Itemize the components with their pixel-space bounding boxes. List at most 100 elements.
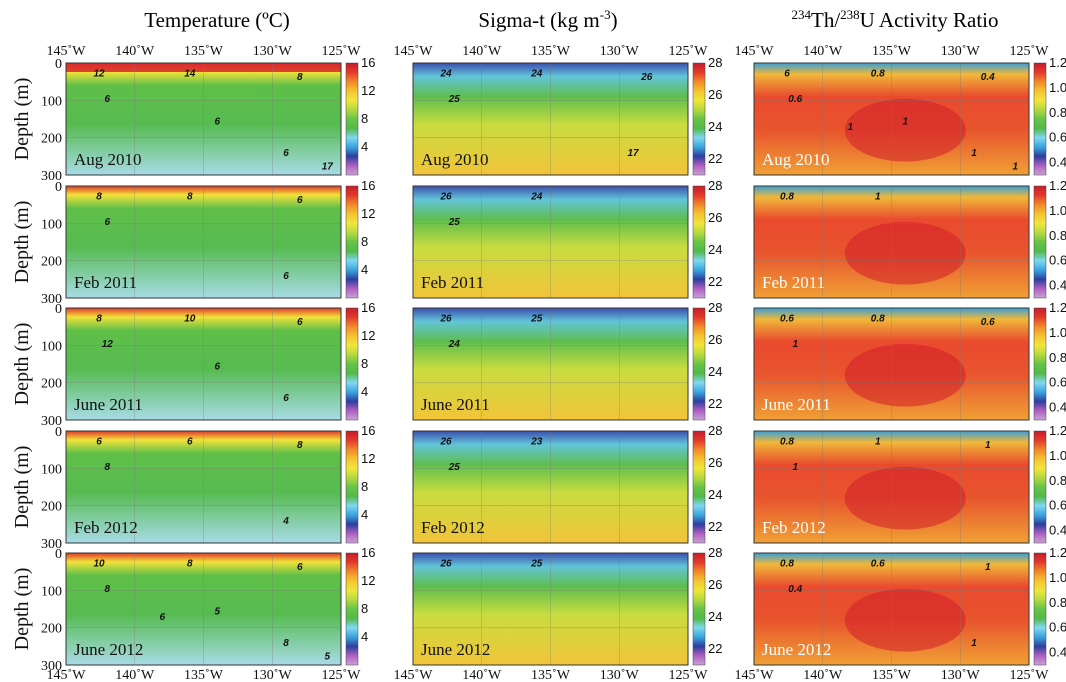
contour-label: 25 bbox=[530, 313, 543, 324]
colorbar-tick: 1.0 bbox=[1049, 203, 1066, 218]
contour-label: 0.6 bbox=[871, 558, 885, 569]
colorbar-tick: 16 bbox=[361, 423, 375, 438]
x-tick-bottom: 125˚W bbox=[322, 668, 362, 682]
colorbar-tick: 0.6 bbox=[1049, 620, 1066, 635]
date-label: Aug 2010 bbox=[74, 150, 142, 169]
contour-label: 12 bbox=[93, 68, 105, 79]
depth-axis-label: Depth (m) bbox=[11, 201, 33, 284]
x-tick-top: 125˚W bbox=[1010, 44, 1050, 59]
contour-label: 6 bbox=[187, 436, 193, 447]
panel-frame bbox=[65, 185, 342, 299]
core-blob bbox=[844, 343, 966, 407]
x-tick-top: 135˚W bbox=[184, 44, 224, 59]
panel-sigma-3: 26 23 25 Feb 2012 22 24 26 28 bbox=[412, 423, 722, 544]
contour-label: 17 bbox=[322, 161, 334, 172]
x-tick-bottom: 145˚W bbox=[735, 668, 775, 682]
y-tick: 100 bbox=[41, 339, 62, 354]
contour-label: 8 bbox=[104, 462, 110, 473]
colorbar-tick: 0.6 bbox=[1049, 253, 1066, 268]
colorbar-tick: 12 bbox=[361, 451, 375, 466]
colorbar-tick: 4 bbox=[361, 507, 368, 522]
colorbar-tick: 22 bbox=[708, 396, 722, 411]
depth-axis-label: Depth (m) bbox=[11, 323, 33, 406]
colorbar-tick: 22 bbox=[708, 274, 722, 289]
colorbar-tick: 0.6 bbox=[1049, 498, 1066, 513]
contour-label: 26 bbox=[439, 558, 452, 569]
x-tick-top: 125˚W bbox=[669, 44, 709, 59]
date-label: June 2012 bbox=[421, 640, 490, 659]
contour-label: 6 bbox=[283, 393, 289, 404]
colorbar bbox=[1033, 62, 1047, 176]
colorbar bbox=[345, 430, 359, 544]
panel-grid: 145˚W 140˚W 135˚W 130˚W 125˚W 145˚W 140˚W 135˚W… bbox=[11, 44, 1066, 682]
date-label: June 2011 bbox=[421, 395, 490, 414]
contour-label: 1 bbox=[971, 638, 977, 649]
colorbar bbox=[1033, 185, 1047, 299]
panel-frame bbox=[65, 62, 342, 176]
colorbar-tick: 0.6 bbox=[1049, 375, 1066, 390]
contour-label: 1 bbox=[847, 122, 853, 133]
colorbar bbox=[692, 307, 706, 421]
panel-temp-0: 12 14 6 8 6 6 17 Aug 2010 4 8 12 16 0 100 200 300 Depth … bbox=[11, 55, 375, 184]
depth-axis-label: Depth (m) bbox=[11, 78, 33, 161]
contour-label: 1 bbox=[985, 562, 991, 573]
x-tick-bottom: 125˚W bbox=[1010, 668, 1050, 682]
colorbar bbox=[1033, 307, 1047, 421]
colorbar-tick: 28 bbox=[708, 55, 722, 70]
contour-label: 0.6 bbox=[780, 313, 794, 324]
colorbar bbox=[345, 185, 359, 299]
contour-label: 24 bbox=[530, 68, 543, 79]
contour-label: 6 bbox=[784, 68, 790, 79]
contour-label: 5 bbox=[324, 651, 330, 662]
y-tick: 0 bbox=[55, 302, 62, 317]
colorbar-tick: 22 bbox=[708, 519, 722, 534]
colorbar-tick: 8 bbox=[361, 479, 368, 494]
colorbar-tick: 24 bbox=[708, 364, 722, 379]
colorbar bbox=[692, 185, 706, 299]
y-tick: 100 bbox=[41, 217, 62, 232]
colorbar-tick: 8 bbox=[361, 601, 368, 616]
contour-label: 8 bbox=[283, 638, 289, 649]
x-tick-bottom: 135˚W bbox=[531, 668, 571, 682]
x-tick-top: 130˚W bbox=[941, 44, 981, 59]
y-tick: 200 bbox=[41, 255, 62, 270]
colorbar-tick: 28 bbox=[708, 423, 722, 438]
panel-sigma-4: 26 25 June 2012 22 24 26 28 bbox=[412, 545, 722, 666]
contour-label: 1 bbox=[875, 436, 881, 447]
colorbar-tick: 0.4 bbox=[1049, 645, 1066, 660]
contour-label: 1 bbox=[985, 440, 991, 451]
contour-label: 8 bbox=[96, 191, 102, 202]
y-tick: 300 bbox=[41, 537, 62, 552]
colorbar-tick: 1.2 bbox=[1049, 300, 1066, 315]
x-tick-top: 140˚W bbox=[115, 44, 155, 59]
y-tick: 200 bbox=[41, 500, 62, 515]
x-tick-top: 130˚W bbox=[253, 44, 293, 59]
x-tick-bottom: 130˚W bbox=[941, 668, 981, 682]
y-tick: 0 bbox=[55, 547, 62, 562]
x-tick-bottom: 140˚W bbox=[803, 668, 843, 682]
panel-frame bbox=[753, 430, 1030, 544]
panel-frame bbox=[753, 307, 1030, 421]
contour-label: 0.8 bbox=[871, 68, 885, 79]
colorbar-tick: 24 bbox=[708, 242, 722, 257]
panel-sigma-0: 24 24 25 26 17 Aug 2010 22 24 26 28 bbox=[412, 55, 722, 176]
x-tick-bottom: 135˚W bbox=[872, 668, 912, 682]
x-tick-top: 140˚W bbox=[803, 44, 843, 59]
contour-label: 6 bbox=[297, 562, 303, 573]
colorbar-tick: 0.8 bbox=[1049, 473, 1066, 488]
panel-th-4: 0.8 0.6 0.4 1 1 June 2012 0.4 0.6 0.8 1.0 1.2 bbox=[753, 545, 1066, 666]
colorbar-tick: 1.0 bbox=[1049, 570, 1066, 585]
panel-frame bbox=[412, 307, 689, 421]
panel-frame bbox=[753, 62, 1030, 176]
x-tick-top: 130˚W bbox=[600, 44, 640, 59]
panel-frame bbox=[753, 552, 1030, 666]
contour-label: 1 bbox=[875, 191, 881, 202]
y-tick: 200 bbox=[41, 377, 62, 392]
contour-label: 25 bbox=[530, 558, 543, 569]
colorbar bbox=[345, 552, 359, 666]
x-tick-bottom: 130˚W bbox=[253, 668, 293, 682]
x-tick-top: 145˚W bbox=[394, 44, 434, 59]
colorbar-tick: 16 bbox=[361, 545, 375, 560]
contour-label: 0.8 bbox=[871, 313, 885, 324]
x-tick-bottom: 145˚W bbox=[394, 668, 434, 682]
